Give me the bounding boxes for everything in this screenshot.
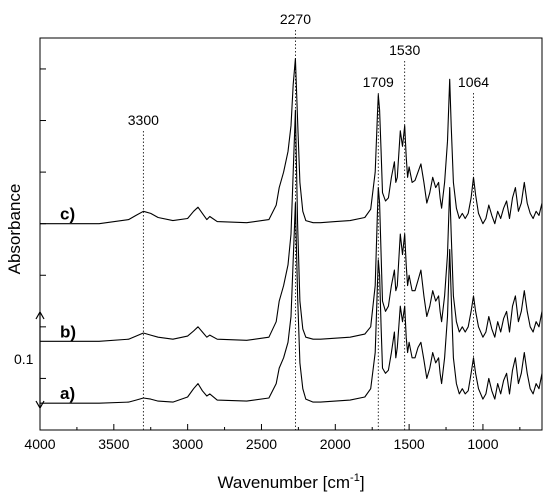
x-tick-label: 3500 bbox=[98, 436, 129, 452]
plot-frame bbox=[39, 37, 543, 431]
x-axis-title: Wavenumber [cm-1] bbox=[217, 472, 364, 492]
trace-label: b) bbox=[60, 322, 76, 341]
peak-label: 1530 bbox=[389, 42, 420, 58]
x-tick-label: 2000 bbox=[320, 436, 351, 452]
x-axis-title-superscript: -1 bbox=[350, 472, 360, 484]
peak-label: 1064 bbox=[458, 74, 489, 90]
trace-label: a) bbox=[60, 384, 75, 403]
x-tick-label: 2500 bbox=[246, 436, 277, 452]
series-layer bbox=[40, 58, 543, 404]
peak-label: 2270 bbox=[280, 11, 311, 27]
x-tick-label: 1000 bbox=[467, 436, 498, 452]
y-axis-title: Absorbance bbox=[5, 184, 24, 275]
trace-label: c) bbox=[60, 205, 75, 224]
spectrum-line-c bbox=[40, 58, 543, 225]
peak-label: 1709 bbox=[363, 74, 394, 90]
spectrum-line-b bbox=[40, 109, 543, 342]
x-axis: 4000 3500 3000 2500 2000 1500 1000 bbox=[24, 424, 521, 452]
x-tick-label: 1500 bbox=[394, 436, 425, 452]
scale-bar-arrow-down bbox=[35, 400, 45, 410]
x-tick-label: 4000 bbox=[24, 436, 55, 452]
trace-labels: a) b) c) bbox=[60, 205, 76, 403]
y-axis bbox=[40, 68, 46, 379]
scale-bar-label: 0.1 bbox=[14, 351, 34, 367]
peak-markers: 3300 2270 1709 1530 1064 bbox=[128, 11, 489, 430]
spectrum-line-a bbox=[40, 202, 543, 404]
scale-bar-arrow-up bbox=[35, 310, 45, 320]
peak-label: 3300 bbox=[128, 112, 159, 128]
x-tick-label: 3000 bbox=[172, 436, 203, 452]
scale-bar: 0.1 bbox=[14, 310, 45, 410]
